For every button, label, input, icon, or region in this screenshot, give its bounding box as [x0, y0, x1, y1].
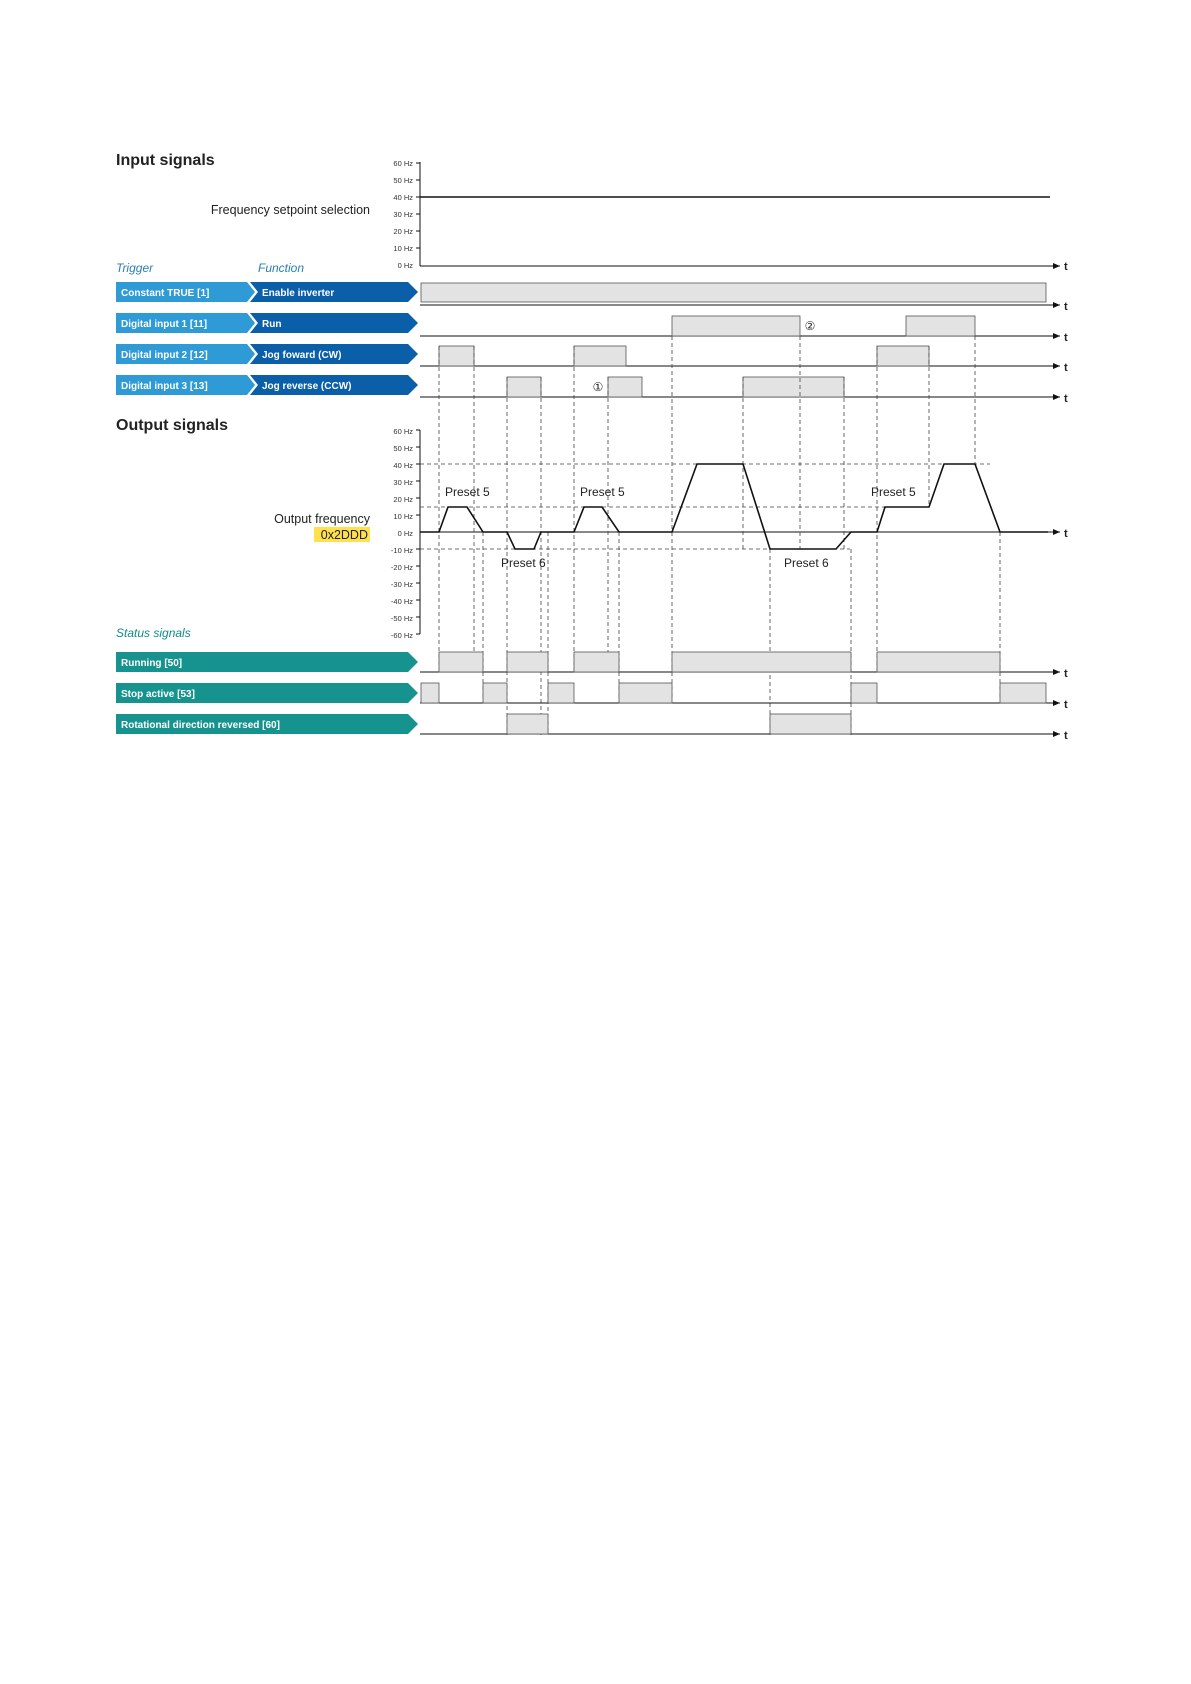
t-label: t [1064, 730, 1068, 742]
status-tag-label: Rotational direction reversed [60] [121, 720, 280, 731]
output-frequency-curve [420, 463, 1048, 550]
function-tag-label: Run [262, 319, 281, 330]
output-tick: 50 Hz [393, 444, 413, 453]
function-tag-jog-reverse: Jog reverse (CCW) [250, 375, 418, 395]
t-label: t [1064, 362, 1068, 374]
freq-tick: 10 Hz [393, 244, 413, 253]
status-stop-active: t [420, 682, 1068, 711]
preset-label: Preset 6 [784, 556, 829, 570]
t-label: t [1064, 261, 1068, 273]
freq-tick: 40 Hz [393, 193, 413, 202]
function-tag-enable-inverter: Enable inverter [250, 282, 418, 302]
output-tick: 10 Hz [393, 512, 413, 521]
input-signals-title: Input signals [116, 152, 215, 169]
trigger-tag-digital-input-1: Digital input 1 [11] [116, 313, 255, 333]
function-tag-label: Enable inverter [262, 288, 334, 299]
output-frequency-label: Output frequency [274, 512, 371, 526]
t-label: t [1064, 699, 1068, 711]
t-label: t [1064, 668, 1068, 680]
output-frequency-param: 0x2DDD [321, 528, 368, 542]
trigger-tag-digital-input-2: Digital input 2 [12] [116, 344, 255, 364]
function-header: Function [258, 261, 304, 275]
output-signals-title: Output signals [116, 417, 228, 434]
output-tick: 40 Hz [393, 461, 413, 470]
t-label: t [1064, 393, 1068, 405]
reference-dashes [420, 336, 1001, 735]
output-tick: -60 Hz [391, 631, 413, 640]
freq-selection-label: Frequency setpoint selection [211, 203, 370, 217]
trigger-tag-label: Digital input 2 [12] [121, 350, 208, 361]
freq-tick: 60 Hz [393, 159, 413, 168]
preset-label: Preset 5 [445, 485, 490, 499]
preset-label: Preset 5 [580, 485, 625, 499]
output-tick: -40 Hz [391, 597, 413, 606]
function-tag-label: Jog reverse (CCW) [262, 381, 351, 392]
function-tag-run: Run [250, 313, 418, 333]
signal-jog-reverse: t ① [420, 376, 1068, 405]
function-tag-jog-forward: Jog foward (CW) [250, 344, 418, 364]
trigger-tag-digital-input-3: Digital input 3 [13] [116, 375, 255, 395]
freq-selection-axis: t 60 Hz 50 Hz 40 Hz 30 Hz 20 Hz 10 Hz 0 … [393, 159, 1068, 273]
t-label: t [1064, 301, 1068, 313]
marker-2: ② [805, 319, 816, 333]
trigger-tag-label: Constant TRUE [1] [121, 288, 209, 299]
marker-1: ① [593, 380, 604, 394]
status-running: t [420, 651, 1068, 680]
signal-run: t ② [420, 315, 1068, 344]
output-tick: -30 Hz [391, 580, 413, 589]
function-tag-label: Jog foward (CW) [262, 350, 341, 361]
freq-tick: 0 Hz [398, 261, 414, 270]
output-tick: -10 Hz [391, 546, 413, 555]
output-tick: 0 Hz [398, 529, 414, 538]
freq-tick: 20 Hz [393, 227, 413, 236]
status-tag-label: Running [50] [121, 658, 182, 669]
freq-tick: 50 Hz [393, 176, 413, 185]
param-highlight [314, 527, 370, 542]
trigger-tag-label: Digital input 3 [13] [121, 381, 208, 392]
preset-label: Preset 6 [501, 556, 546, 570]
status-tag-running: Running [50] [116, 652, 418, 672]
status-tag-rotational-reversed: Rotational direction reversed [60] [116, 714, 418, 734]
signal-jog-forward: t [420, 345, 1068, 374]
freq-tick: 30 Hz [393, 210, 413, 219]
output-tick: 20 Hz [393, 495, 413, 504]
t-label: t [1064, 332, 1068, 344]
t-label: t [1064, 528, 1068, 540]
trigger-tag-constant-true: Constant TRUE [1] [116, 282, 255, 302]
status-tag-stop-active: Stop active [53] [116, 683, 418, 703]
status-header: Status signals [116, 626, 191, 640]
preset-label: Preset 5 [871, 485, 916, 499]
status-rotational-reversed: t [420, 713, 1068, 742]
output-tick: 60 Hz [393, 427, 413, 436]
signal-enable-inverter: t [420, 282, 1068, 313]
trigger-tag-label: Digital input 1 [11] [121, 319, 207, 330]
output-tick: -20 Hz [391, 563, 413, 572]
trigger-header: Trigger [116, 261, 154, 275]
status-tag-label: Stop active [53] [121, 689, 195, 700]
output-frequency-axis: t 60 Hz 50 Hz 40 Hz 30 Hz 20 Hz 10 Hz 0 … [391, 427, 1068, 640]
output-tick: -50 Hz [391, 614, 413, 623]
output-tick: 30 Hz [393, 478, 413, 487]
